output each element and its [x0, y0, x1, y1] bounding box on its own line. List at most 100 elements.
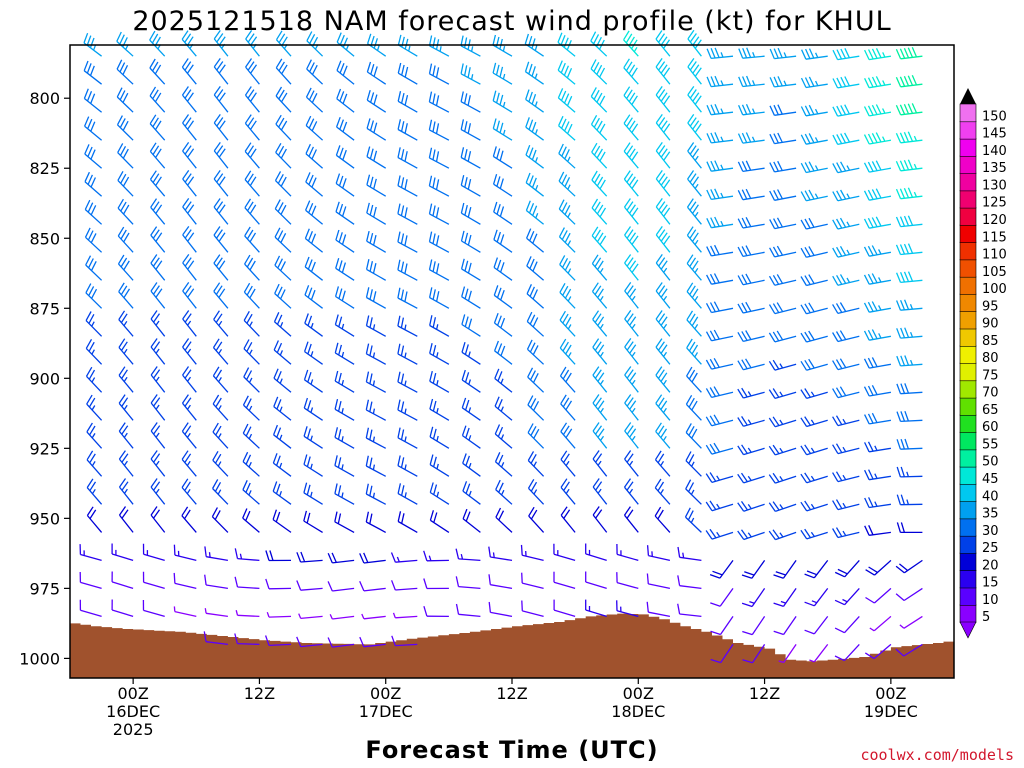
wind-barb-half-feather	[361, 613, 365, 620]
wind-barb-feather	[372, 234, 377, 246]
wind-barb	[677, 603, 702, 618]
wind-barb-half-feather	[810, 503, 815, 509]
wind-barb	[366, 33, 387, 57]
wind-barb-feather	[714, 216, 720, 227]
wind-barb	[117, 143, 134, 169]
wind-barb	[361, 613, 386, 620]
wind-barb-feather	[713, 414, 720, 425]
wind-barb-feather	[769, 219, 776, 229]
wind-barb-feather	[800, 389, 808, 399]
wind-barb-staff	[397, 437, 418, 449]
wind-barb-staff	[782, 588, 797, 607]
wind-barb-feather	[309, 62, 315, 73]
wind-barb	[397, 315, 418, 337]
wind-barb	[646, 545, 671, 562]
wind-barb	[623, 506, 639, 533]
wind-barb	[773, 560, 797, 579]
wind-barb-half-feather	[720, 108, 724, 114]
wind-barb-feather	[689, 89, 697, 99]
wind-barb-feather	[629, 428, 637, 438]
wind-barb-feather	[184, 285, 192, 295]
wind-barb-feather	[401, 64, 405, 76]
wind-barb	[687, 142, 702, 169]
wind-barb-staff	[268, 615, 292, 618]
wind-barb-feather	[863, 162, 870, 173]
wind-barb-half-feather	[123, 404, 128, 410]
wind-barb-feather	[492, 62, 497, 74]
wind-barb-feather	[335, 201, 340, 212]
wind-barb-half-feather	[500, 378, 504, 384]
wind-barb-staff	[304, 266, 323, 281]
wind-barb-feather	[772, 388, 780, 398]
wind-barb-feather	[561, 257, 569, 268]
wind-barb-staff	[873, 643, 892, 660]
wind-barb-feather	[495, 92, 500, 104]
wind-barb-feather	[242, 480, 248, 491]
wind-barb	[832, 443, 860, 455]
wind-barb-feather	[625, 33, 633, 44]
wind-barb-staff	[494, 350, 513, 365]
wind-barb-feather	[741, 602, 753, 608]
wind-barb-feather	[655, 310, 663, 320]
wind-barb	[275, 142, 292, 169]
wind-barb-half-feather	[372, 324, 376, 330]
wind-barb-feather	[741, 359, 748, 370]
wind-barb-feather	[275, 511, 281, 523]
wind-barb-feather	[339, 119, 345, 130]
wind-barb-half-feather	[218, 320, 223, 326]
wind-barb-feather	[123, 288, 131, 299]
wind-barb-feather	[181, 86, 189, 96]
wind-barb-feather	[496, 204, 501, 215]
wind-barb-half-feather	[694, 267, 699, 273]
wind-barb-feather	[303, 482, 308, 493]
wind-barb-feather	[591, 198, 599, 209]
colorbar-label: 135	[982, 161, 1007, 176]
wind-barb-feather	[370, 64, 375, 75]
wind-barb-feather	[775, 571, 786, 576]
wind-barb-feather	[461, 342, 466, 353]
wind-barb	[492, 118, 513, 141]
wind-barb	[769, 217, 797, 230]
wind-barb-feather	[738, 48, 744, 59]
wind-barb-feather	[705, 473, 713, 483]
wind-barb-feather	[689, 313, 696, 324]
wind-barb-feather	[118, 478, 127, 488]
wind-barb-staff	[844, 559, 860, 578]
wind-barb-feather	[706, 274, 712, 285]
wind-barb	[429, 315, 450, 337]
credit-link[interactable]: coolwx.com/models	[860, 746, 1014, 764]
wind-barb-half-feather	[597, 488, 602, 494]
wind-barb-half-feather	[749, 600, 755, 604]
wind-barb	[686, 282, 702, 309]
wind-barb-half-feather	[470, 46, 474, 52]
wind-barb-feather	[342, 149, 347, 161]
wind-barb	[864, 76, 892, 89]
wind-barb	[428, 203, 450, 225]
wind-barb	[296, 551, 323, 563]
wind-barb-staff	[813, 644, 829, 663]
wind-barb	[527, 478, 545, 505]
wind-barb-half-feather	[567, 184, 571, 190]
wind-barb-feather	[118, 422, 126, 432]
wind-barb-staff	[557, 69, 576, 85]
wind-barb-feather	[463, 93, 468, 104]
wind-barb-staff	[143, 609, 165, 618]
wind-barb-feather	[592, 478, 600, 488]
wind-barb-staff	[111, 609, 134, 618]
wind-barb-half-feather	[631, 295, 636, 301]
wind-barb-feather	[562, 425, 570, 436]
wind-barb-feather	[710, 630, 721, 636]
wind-barb-feather	[404, 66, 409, 78]
wind-barb	[272, 481, 292, 505]
wind-barb-feather	[218, 64, 226, 74]
wind-barb-half-feather	[694, 239, 699, 245]
wind-barb-feather	[432, 205, 436, 216]
wind-barb-feather	[341, 234, 347, 245]
wind-barb-feather	[83, 88, 89, 99]
wind-barb	[359, 552, 386, 564]
wind-barb-feather	[213, 30, 221, 40]
wind-barb-half-feather	[91, 405, 96, 411]
wind-barb-half-feather	[846, 165, 851, 171]
wind-barb-feather	[155, 204, 163, 214]
wind-barb-feather	[710, 217, 716, 228]
